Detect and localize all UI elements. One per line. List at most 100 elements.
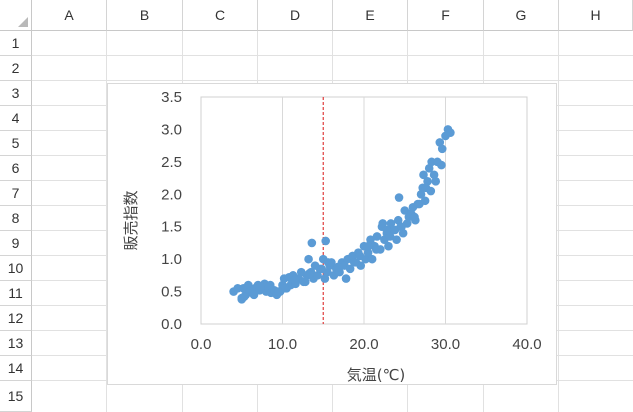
row-header-12[interactable]: 12 <box>0 306 32 331</box>
data-point <box>290 275 300 285</box>
data-point <box>366 235 375 244</box>
y-tick-label: 2.5 <box>161 154 182 171</box>
row-header-3[interactable]: 3 <box>0 81 32 106</box>
x-tick-label: 40.0 <box>512 336 541 353</box>
data-point <box>378 219 388 228</box>
data-point <box>323 258 333 267</box>
column-header-b[interactable]: B <box>107 0 183 31</box>
data-point <box>431 177 441 186</box>
x-tick-label: 20.0 <box>349 336 378 353</box>
cell-gridline <box>32 80 633 81</box>
data-point <box>435 138 445 147</box>
data-point <box>274 287 283 296</box>
data-point <box>426 186 436 196</box>
data-point <box>372 232 382 241</box>
data-point <box>437 144 447 154</box>
column-header-d[interactable]: D <box>258 0 333 31</box>
y-tick-label: 0.0 <box>161 316 182 333</box>
data-point <box>394 193 404 202</box>
column-header-a[interactable]: A <box>32 0 107 31</box>
data-point <box>371 245 381 254</box>
data-point <box>423 177 432 186</box>
y-tick-label: 0.5 <box>161 284 182 301</box>
column-header-g[interactable]: G <box>484 0 559 31</box>
column-header-f[interactable]: F <box>408 0 484 31</box>
scatter-chart: 0.0 10.0 20.0 30.0 40.0 0.0 0.5 1.0 1.5 2.0 2.5 3.0… <box>122 89 542 384</box>
data-point <box>424 164 434 173</box>
data-point <box>367 254 377 264</box>
row-header-5[interactable]: 5 <box>0 131 32 156</box>
row-header-6[interactable]: 6 <box>0 156 32 181</box>
select-all-icon <box>18 17 28 27</box>
data-point <box>355 251 365 261</box>
data-point <box>398 228 408 238</box>
data-point <box>305 269 314 278</box>
data-point <box>415 199 424 209</box>
y-tick-label: 3.5 <box>161 89 182 106</box>
data-point <box>307 238 317 248</box>
data-point <box>304 254 313 264</box>
data-point <box>419 170 428 180</box>
cell-gridline <box>32 55 633 56</box>
data-point <box>243 280 253 290</box>
row-header-14[interactable]: 14 <box>0 356 32 381</box>
cell-gridline <box>106 31 107 412</box>
data-point <box>384 241 393 251</box>
data-point <box>345 264 355 274</box>
data-point <box>390 225 400 235</box>
y-axis-title: 販売指数 <box>122 190 140 250</box>
row-header-10[interactable]: 10 <box>0 256 32 281</box>
row-header-8[interactable]: 8 <box>0 206 32 231</box>
cell-gridline <box>558 31 559 412</box>
data-point <box>333 262 343 272</box>
x-tick-label: 0.0 <box>191 336 212 353</box>
chart-object[interactable]: 0.0 10.0 20.0 30.0 40.0 0.0 0.5 1.0 1.5 2.0 2.5 3.0… <box>107 83 557 385</box>
data-point <box>429 170 439 180</box>
data-point <box>239 292 249 302</box>
data-point <box>393 215 403 225</box>
data-point <box>392 235 401 244</box>
data-point <box>363 248 373 257</box>
data-point <box>280 284 290 293</box>
row-header-1[interactable]: 1 <box>0 31 32 56</box>
data-point <box>341 274 351 283</box>
row-header-15[interactable]: 15 <box>0 381 32 412</box>
data-point <box>410 212 419 222</box>
data-point <box>256 282 265 291</box>
y-tick-label: 1.0 <box>161 251 182 268</box>
data-point <box>446 128 455 137</box>
data-point <box>363 241 373 251</box>
row-header-11[interactable]: 11 <box>0 281 32 306</box>
row-header-2[interactable]: 2 <box>0 56 32 81</box>
row-header-7[interactable]: 7 <box>0 181 32 206</box>
data-point <box>356 261 366 270</box>
x-axis-title: 気温(℃) <box>347 366 406 384</box>
data-point <box>416 189 426 199</box>
data-point <box>321 236 330 246</box>
y-tick-label: 2.0 <box>161 186 182 203</box>
data-point <box>382 225 392 235</box>
y-tick-label: 1.5 <box>161 219 182 236</box>
data-point <box>249 290 259 300</box>
x-tick-label: 10.0 <box>268 336 297 353</box>
data-point <box>437 160 446 170</box>
data-point <box>385 232 395 241</box>
data-point <box>313 271 322 280</box>
column-header-c[interactable]: C <box>183 0 258 31</box>
data-point <box>301 277 310 287</box>
select-all-corner[interactable] <box>0 0 32 31</box>
row-header-9[interactable]: 9 <box>0 231 32 256</box>
data-point <box>265 280 275 290</box>
data-point <box>320 274 330 283</box>
data-point <box>317 264 326 274</box>
column-header-e[interactable]: E <box>333 0 408 31</box>
column-header-h[interactable]: H <box>559 0 633 31</box>
row-header-4[interactable]: 4 <box>0 106 32 131</box>
data-point <box>386 219 396 228</box>
row-header-13[interactable]: 13 <box>0 331 32 356</box>
x-tick-label: 30.0 <box>431 336 460 353</box>
data-point <box>349 258 359 267</box>
y-tick-label: 3.0 <box>161 121 182 138</box>
data-point <box>397 222 406 232</box>
